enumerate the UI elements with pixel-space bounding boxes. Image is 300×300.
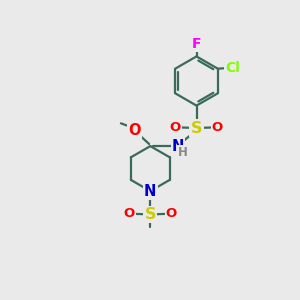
Text: S: S (191, 121, 202, 136)
Text: O: O (124, 207, 135, 220)
Text: N: N (144, 184, 157, 199)
Text: O: O (212, 121, 223, 134)
Text: S: S (145, 207, 156, 222)
Text: Cl: Cl (225, 61, 240, 75)
Text: O: O (166, 207, 177, 220)
Text: N: N (172, 139, 184, 154)
Text: O: O (170, 121, 181, 134)
Text: F: F (192, 37, 201, 51)
Text: H: H (178, 146, 188, 159)
Text: O: O (128, 123, 141, 138)
